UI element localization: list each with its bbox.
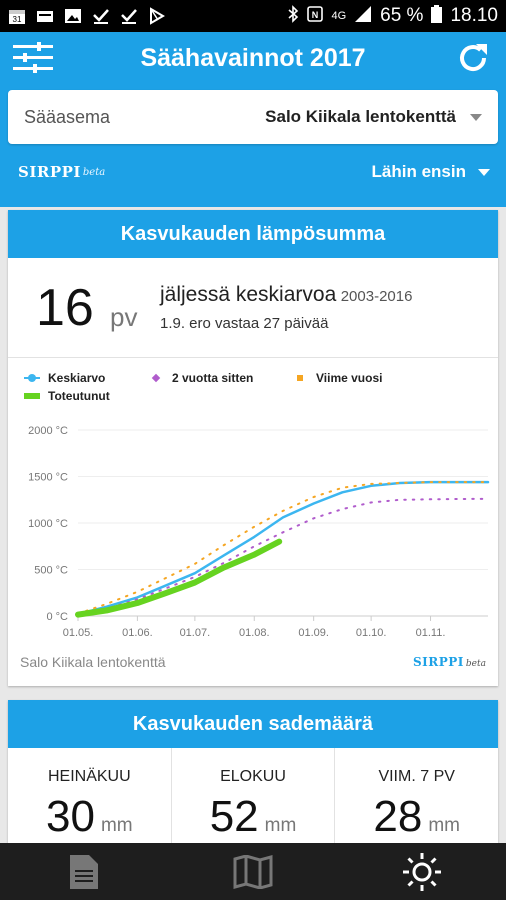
document-icon — [70, 854, 99, 889]
x-tick-label: 01.07. — [180, 627, 211, 639]
sirppi-logo: SIRPPI — [18, 163, 81, 181]
legend-swatch — [151, 373, 161, 383]
heat-sum-chart: Keskiarvo 2 vuotta sitten Viime vuosi Toteu… — [24, 371, 490, 639]
stat-label: VIIM. 7 PV — [378, 768, 455, 785]
download-icon — [92, 7, 110, 25]
clock: 18.10 — [450, 5, 498, 26]
x-tick-label: 01.11. — [416, 627, 446, 639]
nav-weather[interactable] — [337, 843, 506, 900]
bluetooth-icon — [287, 4, 299, 28]
series-line — [76, 480, 490, 616]
image-icon — [64, 7, 82, 25]
days-unit: pv — [110, 302, 138, 332]
settings-sliders-icon[interactable] — [0, 32, 66, 84]
legend-swatch — [28, 374, 36, 382]
y-tick-label: 1000 °C — [28, 518, 68, 530]
legend-label: Viime vuosi — [316, 371, 382, 385]
stat-unit: mm — [100, 815, 133, 836]
sirppi-beta: beta — [82, 166, 106, 178]
series-line — [77, 497, 489, 616]
rain-stats: HEINÄKUU 30 mm ELOKUU 52 mm VIIM. 7 PV 28 m… — [8, 748, 498, 845]
summary-period: 2003-2016 — [340, 288, 413, 305]
calendar-icon: 31 — [8, 7, 26, 25]
x-tick-label: 01.05. — [63, 627, 94, 639]
chart-footer: Salo Kiikala lentokenttä SIRPPI beta — [20, 654, 486, 670]
sort-select[interactable]: Lähin ensin — [372, 162, 490, 182]
rain-card-title: Kasvukauden sademäärä — [8, 700, 498, 748]
stat-label: ELOKUU — [220, 768, 286, 785]
heat-sum-card: Kasvukauden lämpösumma 16 pv jäljessä ke… — [8, 210, 498, 686]
station-strip: Sääasema Salo Kiikala lentokenttä SIRPPI… — [0, 84, 506, 207]
sort-value: Lähin ensin — [371, 162, 466, 181]
stat-value: 30 — [46, 792, 95, 841]
y-tick-label: 1500 °C — [28, 472, 68, 484]
sirppi-beta: beta — [465, 659, 486, 669]
stat-unit: mm — [264, 815, 297, 836]
svg-text:N: N — [312, 10, 319, 20]
x-tick-label: 01.08. — [239, 627, 270, 639]
calendar-date: 31 — [13, 15, 22, 24]
notification-icon — [36, 7, 54, 25]
days-value: 16 — [36, 278, 94, 337]
nfc-icon: N — [307, 5, 324, 27]
station-select[interactable]: Sääasema Salo Kiikala lentokenttä — [8, 90, 498, 144]
stat-value: 28 — [373, 792, 423, 841]
nav-document[interactable] — [0, 843, 169, 900]
legend-label: Toteutunut — [48, 389, 110, 403]
y-tick-label: 500 °C — [34, 565, 68, 577]
bottom-nav — [0, 843, 506, 900]
legend-swatch — [24, 393, 40, 399]
battery-icon — [431, 4, 443, 28]
station-label: Sääasema — [24, 106, 111, 127]
chart-station-name: Salo Kiikala lentokenttä — [20, 654, 166, 670]
rain-stat-july: HEINÄKUU 30 mm — [8, 748, 171, 845]
network-type: 4G — [331, 10, 347, 22]
signal-icon — [354, 5, 372, 28]
nav-map[interactable] — [169, 843, 338, 900]
page-title: Säähavainnot 2017 — [140, 43, 366, 72]
sirppi-logo: SIRPPI — [413, 655, 464, 669]
chevron-down-icon — [478, 168, 490, 176]
chart-brand: SIRPPI beta — [413, 655, 486, 669]
heat-summary: 16 pv jäljessä keskiarvoa 2003-2016 1.9.… — [8, 258, 498, 358]
rain-stat-august: ELOKUU 52 mm — [170, 748, 335, 845]
brand-row: SIRPPI beta Lähin ensin — [0, 154, 506, 190]
legend-label: Keskiarvo — [48, 371, 105, 385]
stat-unit: mm — [428, 815, 460, 836]
series-line — [75, 538, 283, 618]
map-icon — [233, 854, 273, 889]
play-store-icon — [148, 7, 166, 25]
heat-card-title: Kasvukauden lämpösumma — [8, 210, 498, 258]
x-tick-label: 01.10. — [356, 627, 387, 639]
stat-value: 52 — [209, 792, 259, 841]
legend-label: 2 vuotta sitten — [172, 371, 253, 385]
chevron-down-icon — [470, 113, 482, 121]
rain-stat-last-7-days: VIIM. 7 PV 28 mm — [334, 748, 498, 845]
y-tick-label: 0 °C — [46, 611, 68, 623]
summary-detail: 1.9. ero vastaa 27 päivää — [160, 315, 329, 332]
series-line — [77, 481, 489, 615]
app-bar: Säähavainnot 2017 — [0, 32, 506, 84]
y-tick-label: 2000 °C — [28, 425, 68, 437]
stat-label: HEINÄKUU — [47, 768, 131, 785]
legend-swatch — [297, 375, 303, 381]
download-icon — [120, 7, 138, 25]
summary-text: jäljessä keskiarvoa — [160, 283, 337, 306]
rain-card: Kasvukauden sademäärä HEINÄKUU 30 mm ELOK… — [8, 700, 498, 845]
battery-percent: 65 % — [380, 5, 424, 26]
x-tick-label: 01.06. — [122, 627, 153, 639]
sun-icon — [402, 852, 441, 891]
refresh-icon[interactable] — [440, 32, 506, 84]
status-bar: 31 N 4G 65 % 18.10 — [0, 0, 506, 32]
station-value: Salo Kiikala lentokenttä — [265, 107, 456, 126]
x-tick-label: 01.09. — [298, 627, 329, 639]
